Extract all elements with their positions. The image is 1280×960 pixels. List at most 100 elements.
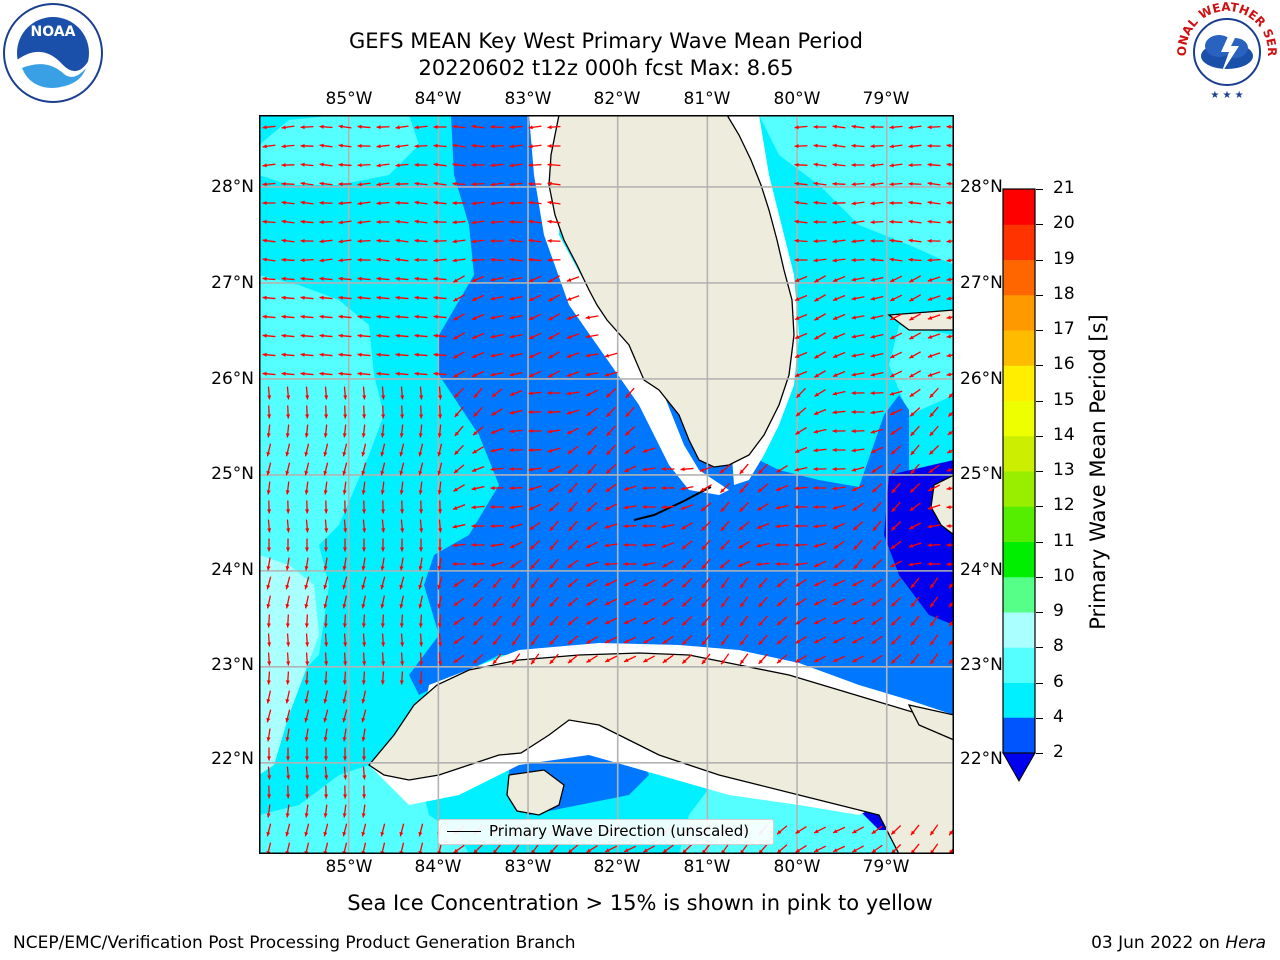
wave-direction-arrow — [719, 464, 731, 474]
wave-direction-arrow — [889, 370, 903, 378]
wave-direction-arrow — [832, 351, 846, 359]
lon-label-top: 81°W — [683, 89, 731, 109]
ocean-period-6-8-northwest — [259, 115, 419, 185]
wave-direction-arrow — [438, 405, 443, 419]
wave-direction-arrow — [285, 709, 291, 723]
wave-direction-arrow — [851, 277, 865, 282]
wave-direction-arrow — [547, 465, 561, 473]
wave-direction-arrow — [813, 428, 827, 434]
wave-direction-arrow — [642, 598, 656, 606]
wave-direction-arrow — [357, 239, 371, 244]
wave-direction-arrow — [547, 238, 561, 243]
wave-direction-arrow — [889, 163, 903, 168]
wave-direction-arrow — [323, 747, 329, 761]
wave-direction-arrow — [642, 447, 656, 453]
wave-direction-arrow — [528, 257, 542, 262]
wave-direction-arrow — [338, 314, 352, 319]
wave-direction-arrow — [471, 182, 485, 187]
wave-direction-arrow — [300, 333, 314, 338]
wave-direction-arrow — [927, 524, 941, 529]
wave-direction-arrow — [433, 143, 447, 148]
wave-direction-arrow — [452, 143, 466, 148]
wave-direction-arrow — [267, 766, 272, 780]
wave-direction-arrow — [927, 504, 941, 510]
wave-direction-arrow — [281, 352, 295, 357]
wave-direction-arrow — [720, 577, 730, 589]
wave-direction-arrow — [928, 464, 940, 474]
wave-direction-arrow — [604, 655, 618, 663]
wave-direction-arrow — [338, 276, 352, 281]
wave-direction-arrow — [776, 465, 788, 473]
wave-direction-arrow — [305, 633, 310, 647]
wave-direction-arrow — [361, 728, 366, 742]
wave-direction-arrow — [323, 804, 328, 818]
wave-direction-arrow — [285, 804, 290, 818]
wave-direction-arrow — [528, 294, 542, 302]
wave-direction-arrow — [418, 671, 423, 685]
wave-direction-arrow — [871, 464, 883, 474]
wave-direction-arrow — [832, 390, 846, 396]
wave-direction-arrow — [566, 409, 580, 415]
wave-direction-arrow — [357, 314, 371, 319]
wave-direction-arrow — [342, 614, 347, 628]
wave-direction-arrow — [852, 502, 864, 512]
wave-direction-arrow — [267, 785, 272, 799]
colorbar-tick-label: 16 — [1053, 354, 1075, 375]
wave-direction-arrow — [418, 595, 423, 609]
wave-direction-arrow — [509, 352, 523, 358]
colorbar-tick-mark — [1036, 400, 1043, 402]
wave-direction-arrow — [625, 387, 635, 399]
wave-direction-arrow — [567, 635, 579, 645]
wave-direction-arrow — [566, 276, 580, 282]
wave-direction-arrow — [342, 747, 348, 761]
wave-direction-arrow — [381, 500, 386, 514]
wave-direction-arrow — [472, 634, 484, 646]
wave-direction-arrow — [472, 426, 484, 436]
wave-direction-arrow — [681, 578, 693, 588]
wave-direction-arrow — [471, 562, 485, 567]
wave-direction-arrow — [547, 258, 561, 263]
wave-direction-arrow — [567, 578, 579, 588]
wave-direction-arrow — [775, 524, 789, 529]
wave-direction-arrow — [891, 501, 901, 513]
wave-direction-arrow — [338, 181, 352, 187]
wave-direction-arrow — [511, 653, 521, 665]
wave-direction-arrow — [342, 823, 348, 837]
wave-direction-arrow — [266, 804, 271, 818]
wave-direction-arrow — [304, 690, 310, 704]
wave-direction-arrow — [414, 125, 428, 130]
wave-direction-arrow — [604, 371, 618, 377]
wave-direction-arrow — [376, 182, 390, 187]
wave-direction-arrow — [304, 595, 309, 609]
colorbar-tick-mark — [1036, 576, 1043, 578]
wave-direction-arrow — [267, 500, 272, 514]
wave-direction-arrow — [395, 352, 409, 357]
wave-direction-arrow — [832, 332, 846, 340]
wave-direction-arrow — [871, 559, 883, 569]
wave-direction-arrow — [437, 614, 442, 628]
wave-direction-arrow — [794, 144, 808, 149]
wave-direction-arrow — [266, 576, 272, 590]
wave-direction-arrow — [927, 561, 941, 567]
colorbar-tick-mark — [1036, 753, 1043, 754]
wave-direction-arrow — [323, 481, 328, 495]
wave-direction-arrow — [813, 542, 827, 548]
wave-direction-arrow — [851, 484, 865, 492]
wave-direction-arrow — [452, 503, 466, 511]
colorbar-tick-mark — [1036, 612, 1043, 613]
wave-direction-arrow — [795, 597, 807, 607]
wave-direction-arrow — [452, 220, 466, 225]
wave-direction-arrow — [509, 409, 523, 415]
wave-direction-arrow — [548, 332, 560, 340]
wave-direction-arrow — [471, 351, 485, 359]
wave-direction-arrow — [909, 332, 921, 340]
wave-direction-arrow — [851, 636, 865, 644]
wave-direction-arrow — [338, 239, 352, 244]
wave-direction-arrow — [433, 258, 447, 263]
wave-direction-arrow — [794, 200, 808, 205]
wave-direction-arrow — [586, 617, 598, 625]
wave-direction-arrow — [418, 538, 424, 552]
wave-direction-arrow — [585, 334, 599, 339]
wave-direction-arrow — [438, 633, 443, 647]
wave-direction-arrow — [909, 351, 921, 359]
